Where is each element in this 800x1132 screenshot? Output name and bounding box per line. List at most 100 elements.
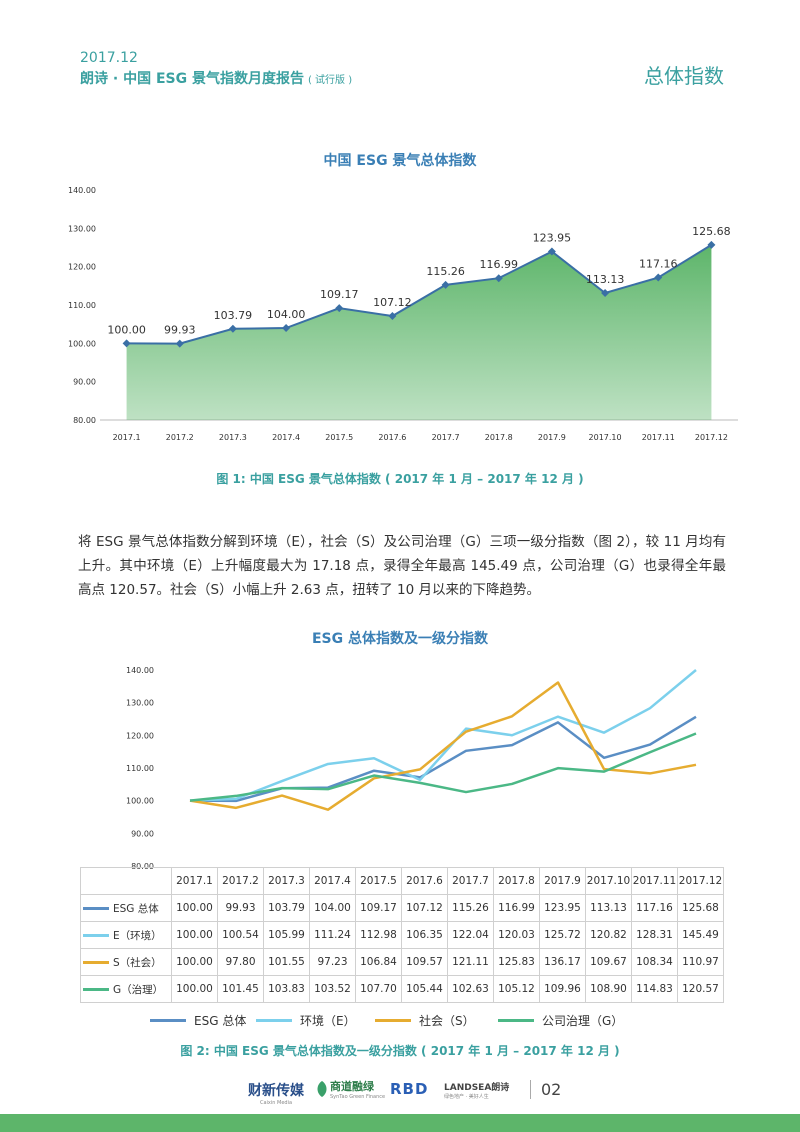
table-cell: 116.99	[493, 894, 540, 922]
chart2-ytick-label: 130.00	[126, 699, 154, 708]
chart1-point	[494, 274, 503, 283]
chart1-point	[282, 324, 291, 332]
table-cell: 115.26	[447, 894, 494, 922]
table-cell: 107.12	[401, 894, 448, 922]
table-cell: 104.00	[309, 894, 356, 922]
table-cell: 123.95	[539, 894, 586, 922]
chart1-data-label: 117.16	[639, 258, 678, 271]
chart2-ytick-label: 110.00	[126, 764, 154, 773]
table-cell: 136.17	[539, 948, 586, 976]
table-row: G（治理） 100.00 101.45 103.83 103.52 107.70 105.4…	[80, 975, 724, 1003]
table-cell: 105.12	[493, 975, 540, 1003]
syntao-logo: 商道融绿 SynTao Green Finance	[314, 1078, 385, 1100]
chart1-data-label: 109.17	[320, 288, 359, 301]
legend-label: ESG 总体	[194, 1014, 247, 1028]
chart1-data-label: 113.13	[586, 273, 625, 286]
legend-item: ESG 总体	[150, 1012, 246, 1029]
chart1-ytick-label: 90.00	[73, 378, 96, 387]
chart2-caption: 图 2: 中国 ESG 景气总体指数及一级分指数 ( 2017 年 1 月 – …	[180, 1044, 620, 1058]
chart1-xtick-label: 2017.5	[325, 433, 353, 442]
series-name: E（环境）	[113, 929, 162, 942]
table-header-cell: 2017.4	[309, 867, 356, 895]
table-cell: 109.57	[401, 948, 448, 976]
table-cell: 110.97	[677, 948, 724, 976]
chart1-xtick-label: 2017.11	[642, 433, 675, 442]
table-cell: 108.90	[585, 975, 632, 1003]
chart1-ytick-label: 110.00	[68, 301, 96, 310]
table-corner-cell	[80, 867, 172, 895]
page-number: 02	[530, 1080, 561, 1099]
chart1-data-label: 104.00	[267, 308, 306, 321]
table-cell: 120.57	[677, 975, 724, 1003]
table-cell: 114.83	[631, 975, 678, 1003]
table-header-cell: 2017.5	[355, 867, 402, 895]
legend-line-icon	[375, 1019, 411, 1022]
chart1-series-line	[126, 244, 712, 345]
table-cell: 125.72	[539, 921, 586, 949]
chart1-caption: 图 1: 中国 ESG 景气总体指数 ( 2017 年 1 月 – 2017 年…	[216, 472, 584, 486]
table-cell: 113.13	[585, 894, 632, 922]
chart1-data-label: 125.68	[692, 225, 731, 238]
footer-bar	[0, 1114, 800, 1132]
footer-logos: 财新传媒 Caixin Media 商道融绿 SynTao Green Fina…	[0, 1078, 800, 1106]
chart2-ytick-label: 100.00	[126, 797, 154, 806]
table-cell: 102.63	[447, 975, 494, 1003]
table-cell: 107.70	[355, 975, 402, 1003]
chart2-ytick-label: 140.00	[126, 666, 154, 675]
table-cell: 106.35	[401, 921, 448, 949]
chart1-title: 中国 ESG 景气总体指数	[323, 153, 477, 169]
legend-label: 社会（S）	[419, 1014, 475, 1028]
legend-item: 社会（S）	[375, 1012, 475, 1029]
table-series-label: G（治理）	[80, 975, 172, 1003]
chart1-point	[654, 273, 663, 282]
table-cell: 99.93	[217, 894, 264, 922]
table-row: ESG 总体 100.00 99.93 103.79 104.00 109.17 107.1…	[80, 894, 724, 922]
report-title-main: 朗诗 · 中国 ESG 景气指数月度报告	[80, 71, 304, 87]
table-cell: 108.34	[631, 948, 678, 976]
chart1-ytick-label: 100.00	[68, 339, 96, 348]
chart2-ytick-label: 90.00	[131, 829, 154, 838]
chart1-point	[175, 339, 184, 348]
table-header-cell: 2017.9	[539, 867, 586, 895]
table-cell: 105.99	[263, 921, 310, 949]
chart1-ytick-label: 130.00	[68, 224, 96, 233]
chart1-xtick-label: 2017.3	[219, 433, 247, 442]
chart1-xtick-label: 2017.6	[378, 433, 406, 442]
table-header-cell: 2017.6	[401, 867, 448, 895]
body-paragraph: 将 ESG 景气总体指数分解到环境（E），社会（S）及公司治理（G）三项一级分指…	[78, 534, 726, 598]
chart1-xtick-label: 2017.7	[432, 433, 460, 442]
table-cell: 117.16	[631, 894, 678, 922]
series-name: S（社会）	[113, 956, 162, 969]
chart1-point	[228, 324, 237, 333]
series-name: ESG 总体	[113, 902, 159, 915]
series-marker-icon	[83, 988, 109, 991]
table-cell: 128.31	[631, 921, 678, 949]
chart1-xtick-label: 2017.10	[589, 433, 622, 442]
chart2-series-line	[189, 681, 697, 811]
syntao-logo-en: SynTao Green Finance	[330, 1094, 386, 1100]
chart1-point	[441, 280, 450, 289]
series-marker-icon	[83, 907, 109, 910]
table-cell: 145.49	[677, 921, 724, 949]
chart1-xtick-label: 2017.8	[485, 433, 513, 442]
rbd-logo: RBD	[390, 1080, 429, 1098]
table-header-cell: 2017.11	[631, 867, 678, 895]
chart2-title: ESG 总体指数及一级分指数	[311, 631, 488, 647]
table-cell: 97.80	[217, 948, 264, 976]
legend-line-icon	[256, 1019, 292, 1022]
table-cell: 109.96	[539, 975, 586, 1003]
caixin-logo: 财新传媒 Caixin Media	[248, 1080, 304, 1106]
legend-item: 公司治理（G）	[498, 1012, 623, 1029]
table-cell: 101.55	[263, 948, 310, 976]
table-cell: 122.04	[447, 921, 494, 949]
chart1-xtick-label: 2017.2	[166, 433, 194, 442]
chart1-area-chart: 80.00 90.00 100.00 110.00 120.00 130.00 140.00…	[68, 186, 738, 442]
chart1-point	[547, 247, 556, 256]
series-name: G（治理）	[113, 983, 164, 996]
table-row: E（环境） 100.00 100.54 105.99 111.24 112.98 106.3…	[80, 921, 724, 949]
legend-label: 环境（E）	[300, 1014, 356, 1028]
chart2-data-table: 2017.1 2017.2 2017.3 2017.4 2017.5 2017.6 2017…	[80, 867, 724, 1003]
table-series-label: E（环境）	[80, 921, 172, 949]
table-series-label: S（社会）	[80, 948, 172, 976]
landsea-logo-text: LANDSEA朗诗	[444, 1083, 510, 1093]
